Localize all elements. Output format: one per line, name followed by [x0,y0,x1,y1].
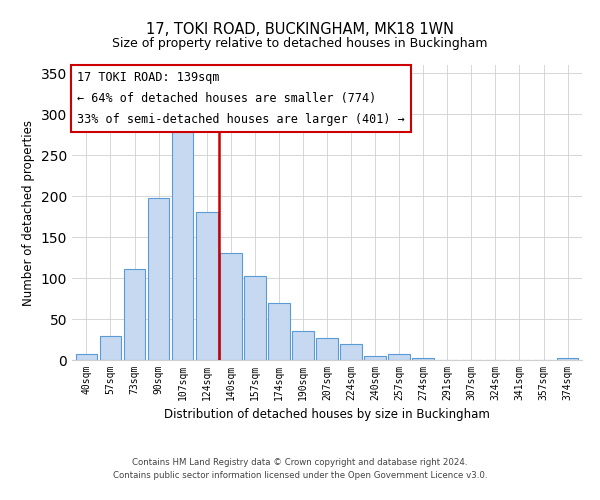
Bar [196,212,218,360]
Y-axis label: Number of detached properties: Number of detached properties [22,120,35,306]
Text: Size of property relative to detached houses in Buckingham: Size of property relative to detached ho… [112,38,488,51]
Bar [388,354,410,360]
Bar [364,356,386,360]
Bar [412,358,434,360]
Bar [316,338,338,360]
Text: 17, TOKI ROAD, BUCKINGHAM, MK18 1WN: 17, TOKI ROAD, BUCKINGHAM, MK18 1WN [146,22,454,38]
Text: 17 TOKI ROAD: 139sqm
← 64% of detached houses are smaller (774)
33% of semi-deta: 17 TOKI ROAD: 139sqm ← 64% of detached h… [77,71,405,126]
Text: Contains HM Land Registry data © Crown copyright and database right 2024.
Contai: Contains HM Land Registry data © Crown c… [113,458,487,480]
Bar [76,354,97,360]
Bar [340,344,362,360]
X-axis label: Distribution of detached houses by size in Buckingham: Distribution of detached houses by size … [164,408,490,422]
Bar [244,276,266,360]
Bar [148,198,169,360]
Bar [124,269,145,360]
Bar [172,120,193,360]
Bar [268,302,290,360]
Bar [100,336,121,360]
Bar [220,254,242,360]
Bar [557,358,578,360]
Bar [292,332,314,360]
